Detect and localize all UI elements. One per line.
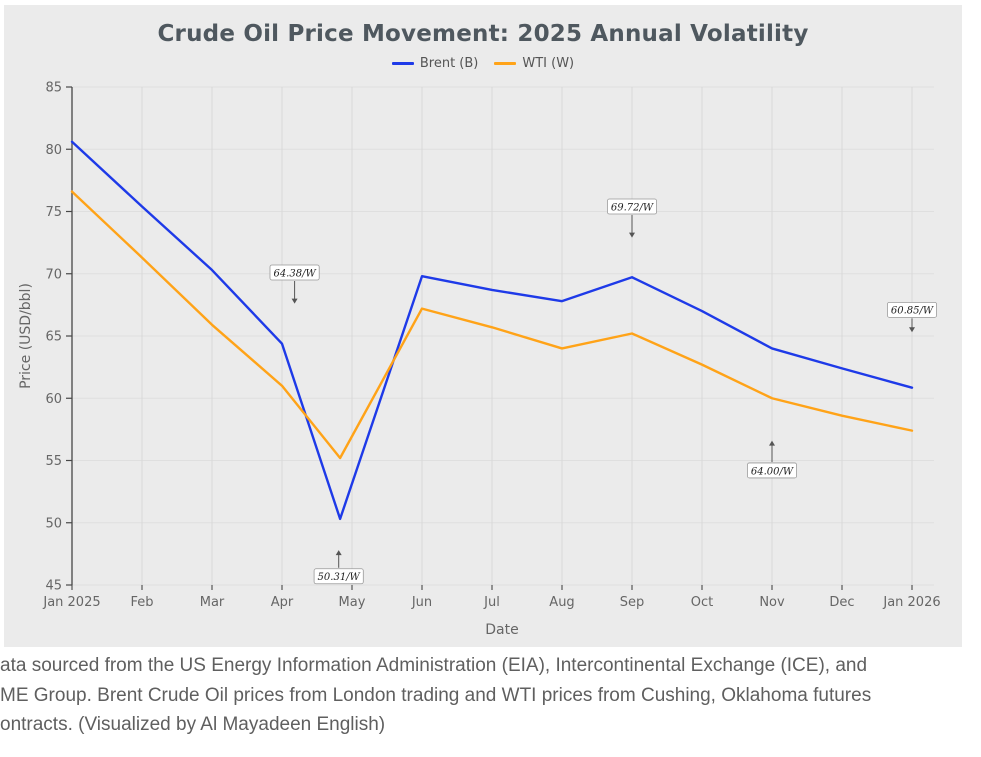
y-tick-label: 70 bbox=[45, 267, 62, 282]
annotation-label: 60.85/W bbox=[891, 306, 934, 317]
legend: Brent (B) WTI (W) bbox=[4, 56, 962, 71]
y-tick-label: 45 bbox=[45, 579, 62, 594]
annotation-label: 50.31/W bbox=[318, 572, 361, 583]
attribution-line: ata sourced from the US Energy Informati… bbox=[0, 655, 868, 676]
legend-label-wti: WTI (W) bbox=[522, 56, 575, 71]
wti-line-swatch bbox=[494, 62, 517, 65]
annotation-arrowhead bbox=[291, 298, 298, 304]
attribution-line: ontracts. (Visualized by Al Mayadeen Eng… bbox=[0, 714, 386, 735]
annotation-label: 69.72/W bbox=[611, 202, 654, 213]
x-tick-label: Feb bbox=[130, 595, 153, 610]
annotation-box bbox=[747, 462, 798, 479]
x-tick-label: Aug bbox=[549, 595, 574, 610]
annotation-label: 64.38/W bbox=[273, 268, 316, 279]
y-tick-label: 50 bbox=[45, 516, 62, 531]
legend-item-wti: WTI (W) bbox=[494, 56, 574, 71]
y-tick-label: 55 bbox=[45, 454, 62, 469]
x-tick-label: Apr bbox=[271, 595, 294, 610]
attribution-line: ME Group. Brent Crude Oil prices from Lo… bbox=[0, 684, 872, 706]
x-tick-label: Jan 2025 bbox=[42, 595, 100, 610]
annotation-arrowhead bbox=[629, 232, 635, 238]
chart-canvas: 45 50 55 60 65 70 75 80 85 Jan 2025 Feb Mar Apr May Ju… bbox=[4, 5, 962, 647]
annotation-box bbox=[887, 301, 938, 318]
x-tick-label: Jun bbox=[411, 595, 432, 610]
legend-label-brent: Brent (B) bbox=[419, 56, 479, 71]
x-tick-label: Sep bbox=[620, 595, 645, 610]
x-tick-label: Nov bbox=[759, 595, 785, 610]
wti-price-line bbox=[70, 190, 914, 460]
brent-price-line bbox=[70, 140, 914, 521]
y-tick-label: 85 bbox=[45, 81, 62, 96]
x-tick-label: Oct bbox=[691, 595, 713, 610]
annotation-label: 64.00/W bbox=[751, 466, 794, 477]
y-tick-label: 60 bbox=[45, 392, 62, 407]
y-tick-label: 75 bbox=[45, 205, 62, 220]
source-attribution: ata sourced from the US Energy Informati… bbox=[0, 651, 981, 740]
y-axis-title: Price (USD/bbl) bbox=[18, 283, 34, 389]
annotation-arrowhead bbox=[909, 327, 915, 333]
annotation-arrowhead bbox=[769, 440, 775, 446]
annotation-arrowhead bbox=[335, 550, 342, 556]
x-axis-title: Date bbox=[485, 622, 519, 638]
x-tick-label: Jan 2026 bbox=[882, 595, 940, 610]
brent-line-swatch bbox=[391, 62, 414, 65]
annotation-box bbox=[269, 264, 320, 281]
price-line-chart: 45 50 55 60 65 70 75 80 85 Jan 2025 Feb Mar Apr May Ju… bbox=[42, 81, 940, 611]
x-tick-label: Dec bbox=[829, 595, 854, 610]
annotation-box bbox=[607, 198, 658, 215]
x-tick-label: Jul bbox=[483, 595, 500, 610]
y-tick-label: 80 bbox=[45, 143, 62, 158]
x-tick-label: Mar bbox=[200, 595, 225, 610]
y-tick-label: 65 bbox=[45, 330, 62, 345]
annotation-box bbox=[313, 568, 364, 585]
x-tick-label: May bbox=[339, 595, 366, 610]
chart-title: Crude Oil Price Movement: 2025 Annual Vo… bbox=[157, 21, 809, 47]
legend-item-brent: Brent (B) bbox=[391, 56, 479, 71]
